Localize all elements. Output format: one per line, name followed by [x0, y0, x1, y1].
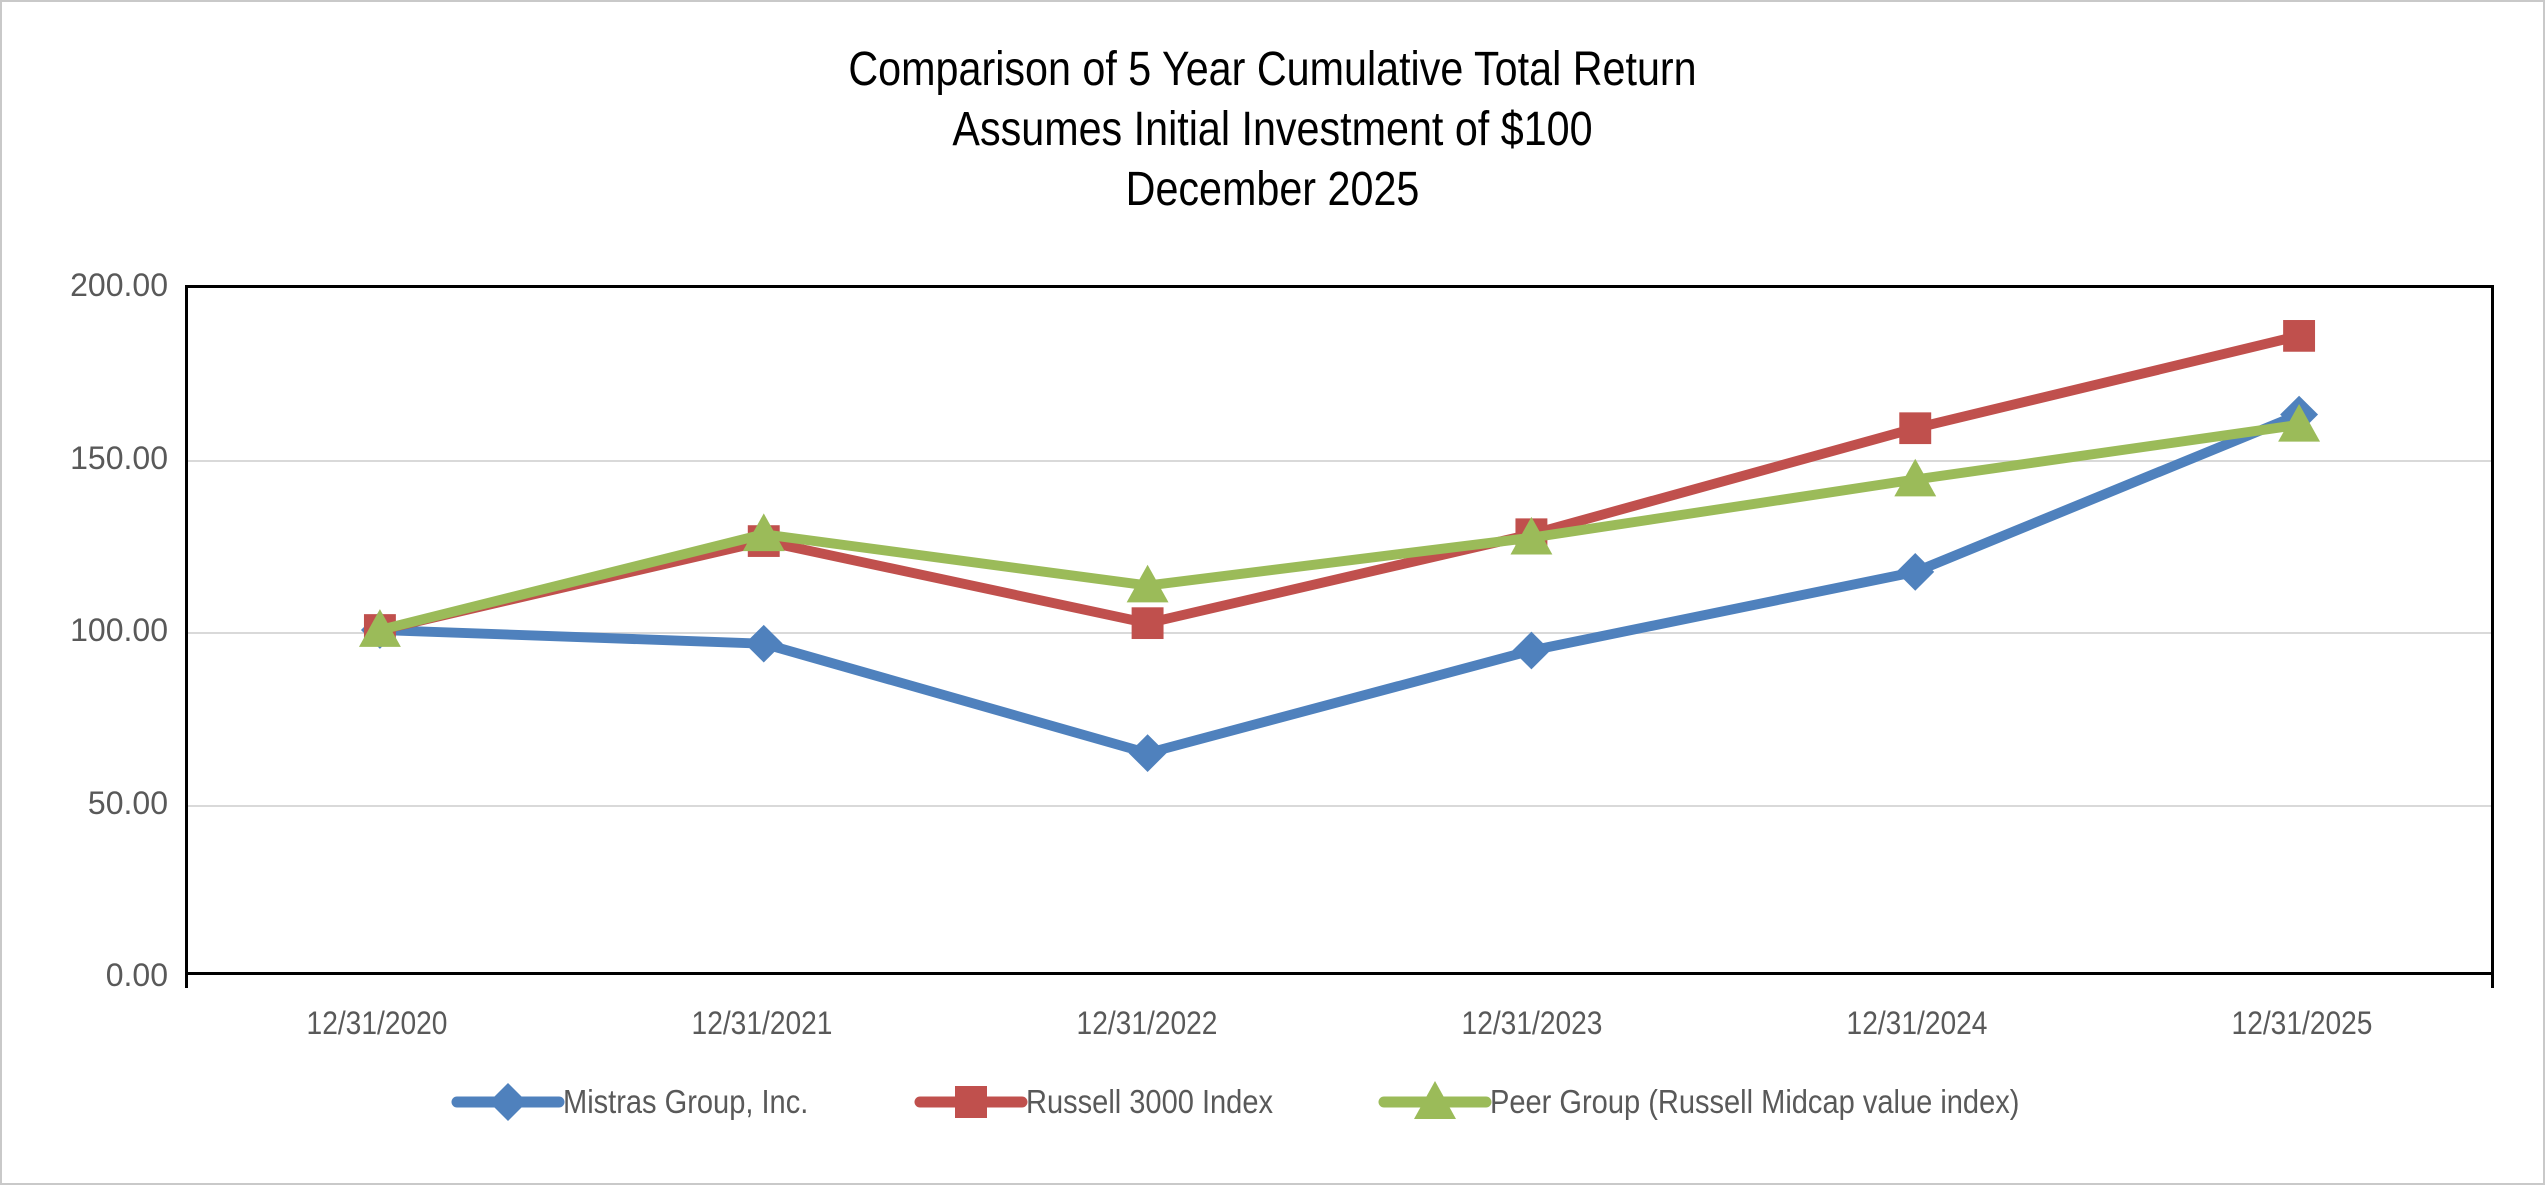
- diamond-marker: [744, 624, 783, 663]
- series-line: [374, 419, 2305, 635]
- chart-title-line-1: Comparison of 5 Year Cumulative Total Re…: [848, 43, 1697, 96]
- legend-label: Russell 3000 Index: [1025, 1083, 1273, 1120]
- legend-item-2: Russell 3000 Index: [914, 1074, 1307, 1130]
- diamond-marker: [1896, 553, 1935, 591]
- series-line: [374, 409, 2305, 759]
- x-axis-tick-left: [185, 975, 188, 988]
- diamond-marker: [488, 1083, 527, 1121]
- y-axis-tick-label: 100.00: [70, 612, 168, 648]
- triangle-marker: [1414, 1081, 1457, 1119]
- diamond-marker: [1512, 631, 1551, 670]
- legend-key-diamond: [451, 1083, 565, 1121]
- legend-item-1: Mistras Group, Inc.: [451, 1074, 842, 1130]
- series-line: [374, 330, 2305, 635]
- legend-key-triangle: [1378, 1081, 1492, 1119]
- chart-title-line-3: December 2025: [1125, 163, 1420, 216]
- triangle-marker: [358, 609, 401, 647]
- series-lines: [358, 320, 2321, 772]
- diamond-marker: [1128, 734, 1167, 772]
- gridline-100: [188, 632, 2491, 634]
- x-axis-tick-label: 12/31/2020: [306, 1005, 448, 1041]
- chart-title-line-2: Assumes Initial Investment of $100: [952, 103, 1593, 156]
- legend: Mistras Group, Inc. Russell 3000 Index Pee…: [2, 1074, 2543, 1130]
- square-marker: [2283, 320, 2316, 352]
- square-marker: [954, 1086, 987, 1118]
- triangle-marker: [2278, 403, 2321, 442]
- y-axis-tick-label: 200.00: [70, 267, 168, 303]
- triangle-marker: [1126, 564, 1169, 603]
- plot-area: [185, 285, 2494, 988]
- legend-label: Mistras Group, Inc.: [562, 1083, 809, 1120]
- legend-label: Peer Group (Russell Midcap value index): [1490, 1083, 2020, 1120]
- triangle-marker: [1510, 516, 1553, 555]
- series-3: [358, 403, 2321, 647]
- legend-key-square: [914, 1086, 1028, 1118]
- x-axis-tick-label: 12/31/2021: [691, 1005, 833, 1041]
- y-axis-tick-label: 0.00: [105, 957, 168, 993]
- x-axis-tick-label: 12/31/2022: [1076, 1005, 1218, 1041]
- gridline-150: [188, 459, 2491, 462]
- series-1: [360, 395, 2319, 772]
- chart-title: Comparison of 5 Year Cumulative Total Re…: [180, 40, 2365, 220]
- y-axis-tick-label: 50.00: [87, 784, 168, 821]
- gridline-50: [188, 804, 2491, 807]
- legend-item-3: Peer Group (Russell Midcap value index): [1378, 1074, 2092, 1130]
- x-axis-tick-label: 12/31/2025: [2231, 1005, 2373, 1041]
- square-marker: [1131, 607, 1164, 640]
- triangle-marker: [1894, 458, 1937, 497]
- square-marker: [1899, 412, 1932, 445]
- series-2: [363, 320, 2316, 646]
- x-axis-tick-label: 12/31/2024: [1846, 1005, 1988, 1041]
- x-axis-tick-right: [2491, 975, 2494, 988]
- x-axis-tick-label: 12/31/2023: [1461, 1005, 1603, 1041]
- y-axis-tick-label: 150.00: [70, 439, 168, 476]
- triangle-marker: [742, 513, 785, 552]
